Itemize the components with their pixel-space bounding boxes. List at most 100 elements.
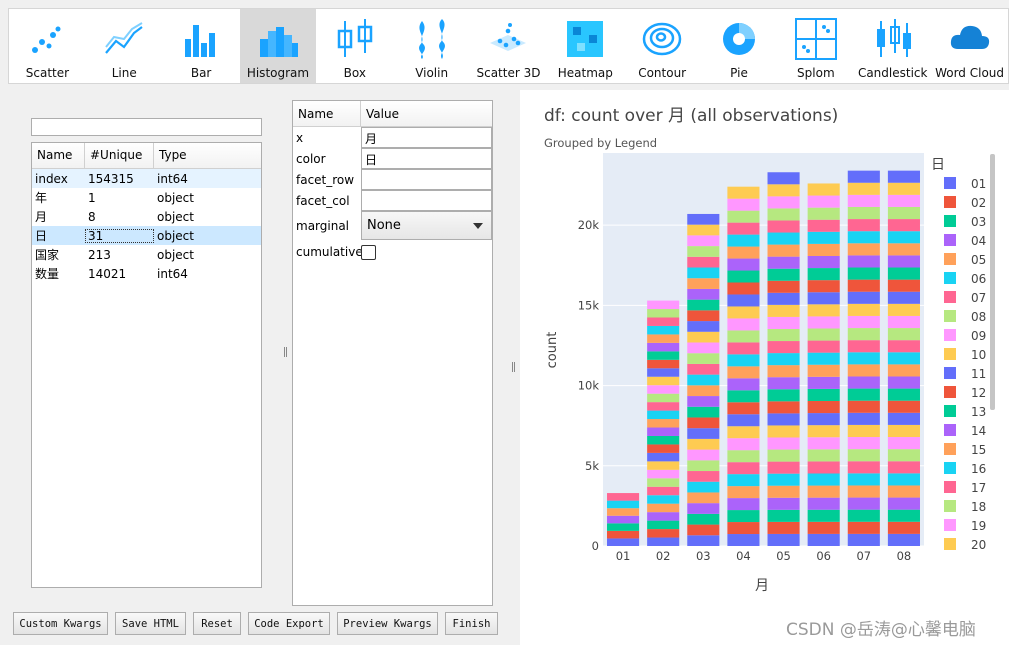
bar-segment	[687, 310, 720, 322]
bar-segment	[887, 461, 920, 474]
tool-histogram[interactable]: Histogram	[239, 9, 317, 83]
tool-bar[interactable]: Bar	[163, 9, 240, 83]
header-unique[interactable]: #Unique	[85, 143, 154, 168]
bar-segment	[647, 376, 680, 386]
bar-segment	[727, 318, 760, 331]
bar-segment	[727, 330, 760, 343]
bar-segment	[887, 400, 920, 413]
bar-segment	[647, 309, 680, 318]
legend-label: 04	[971, 234, 986, 248]
y-tick-label: 15k	[578, 298, 600, 312]
legend-label: 02	[971, 196, 986, 210]
bar-segment	[767, 461, 800, 474]
bar-segment	[727, 270, 760, 283]
tool-pie[interactable]: Pie	[701, 9, 778, 83]
table-row[interactable]: index 154315 int64	[32, 169, 261, 188]
candlestick-icon	[876, 19, 911, 57]
bar-segment	[847, 291, 880, 304]
tool-label: Contour	[638, 66, 687, 80]
bar-segment	[687, 374, 720, 386]
bar-segment	[887, 388, 920, 401]
bar-segment	[847, 461, 880, 474]
header-value[interactable]: Value	[366, 107, 399, 121]
bar-segment	[847, 485, 880, 498]
option-label: facet_row	[296, 172, 355, 187]
tool-line[interactable]: Line	[86, 9, 163, 83]
splitter-handle[interactable]	[512, 362, 515, 372]
tool-box[interactable]: Box	[316, 9, 393, 83]
bar-segment	[647, 351, 680, 360]
table-row[interactable]: 数量 14021 int64	[32, 264, 261, 283]
bar-segment	[847, 170, 880, 183]
bar-segment	[727, 186, 760, 199]
cell-unique: 31	[85, 228, 154, 243]
legend-swatch	[944, 500, 956, 512]
tool-contour[interactable]: Contour	[624, 9, 701, 83]
option-label: marginal	[296, 218, 350, 233]
bar-segment	[887, 243, 920, 256]
bar-segment	[727, 498, 760, 511]
tool-candlestick[interactable]: Candlestick	[854, 9, 931, 83]
splitter-handle[interactable]	[284, 347, 287, 357]
tool-scatter-3d[interactable]: Scatter 3D	[470, 9, 547, 83]
facet-row-field[interactable]	[361, 169, 492, 190]
header-type[interactable]: Type	[159, 148, 187, 162]
legend-swatch	[944, 177, 956, 189]
marginal-select[interactable]: None	[361, 211, 492, 240]
finish-button[interactable]: Finish	[445, 612, 498, 635]
cell-unique: 213	[88, 247, 111, 262]
bar-segment	[607, 493, 640, 501]
header-name[interactable]: Name	[32, 143, 85, 168]
legend-label: 19	[971, 519, 986, 533]
bar-segment	[847, 315, 880, 329]
bar-segment	[767, 533, 800, 546]
bar-segment	[727, 342, 760, 355]
bar-segment	[847, 376, 880, 389]
reset-button[interactable]: Reset	[193, 612, 241, 635]
legend-swatch	[944, 234, 956, 246]
x-field[interactable]: 月	[361, 127, 492, 148]
header-name[interactable]: Name	[293, 101, 361, 126]
bar-segment	[647, 537, 680, 546]
bar-segment	[727, 522, 760, 535]
legend-label: 10	[971, 348, 986, 362]
bar-segment	[847, 533, 880, 546]
bar-segment	[807, 437, 840, 450]
table-row[interactable]: 月 8 object	[32, 207, 261, 226]
bar-segment	[887, 449, 920, 462]
cumulative-checkbox[interactable]	[361, 244, 376, 260]
table-row-selected[interactable]: 日 31 object	[32, 226, 261, 245]
save-html-button[interactable]: Save HTML	[115, 612, 186, 635]
wordcloud-icon	[950, 25, 989, 49]
bar-segment	[767, 425, 800, 438]
facet-col-field[interactable]	[361, 190, 492, 211]
bar-segment	[727, 258, 760, 271]
legend-swatch	[944, 443, 956, 455]
tool-word-cloud[interactable]: Word Cloud	[931, 9, 1008, 83]
tool-violin[interactable]: Violin	[393, 9, 470, 83]
table-row[interactable]: 国家 213 object	[32, 245, 261, 264]
table-row[interactable]: 年 1 object	[32, 188, 261, 207]
bar-segment	[807, 280, 840, 293]
bar-segment	[727, 474, 760, 487]
preview-kwargs-button[interactable]: Preview Kwargs	[337, 612, 438, 635]
bar-segment	[887, 437, 920, 450]
code-export-button[interactable]: Code Export	[248, 612, 330, 635]
legend-swatch	[944, 424, 956, 436]
tool-heatmap[interactable]: Heatmap	[547, 9, 624, 83]
bar-segment	[847, 364, 880, 377]
legend-scrollbar[interactable]	[990, 154, 995, 410]
histogram-chart[interactable]: df: count over 月 (all observations) Grou…	[520, 90, 1009, 645]
bar-segment	[647, 325, 680, 335]
bar-segment	[767, 449, 800, 462]
tool-scatter[interactable]: Scatter	[9, 9, 86, 83]
bar-segment	[887, 364, 920, 377]
bar-segment	[767, 497, 800, 510]
custom-kwargs-button[interactable]: Custom Kwargs	[13, 612, 108, 635]
column-search-input[interactable]	[31, 118, 262, 136]
color-field[interactable]: 日	[361, 148, 492, 169]
tool-splom[interactable]: Splom	[777, 9, 854, 83]
tool-label: Bar	[190, 66, 212, 80]
tool-label: Heatmap	[557, 66, 613, 80]
